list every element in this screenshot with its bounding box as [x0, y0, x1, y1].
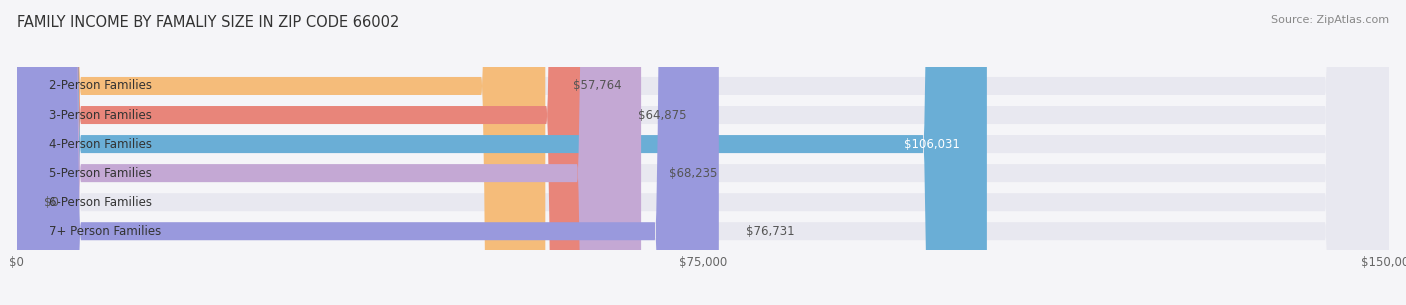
Text: $0: $0 — [45, 196, 59, 209]
Text: Source: ZipAtlas.com: Source: ZipAtlas.com — [1271, 15, 1389, 25]
Text: $64,875: $64,875 — [638, 109, 686, 121]
FancyBboxPatch shape — [17, 0, 610, 305]
FancyBboxPatch shape — [17, 0, 1389, 305]
FancyBboxPatch shape — [17, 0, 1389, 305]
Text: $68,235: $68,235 — [669, 167, 717, 180]
Text: FAMILY INCOME BY FAMALIY SIZE IN ZIP CODE 66002: FAMILY INCOME BY FAMALIY SIZE IN ZIP COD… — [17, 15, 399, 30]
Text: 6-Person Families: 6-Person Families — [49, 196, 152, 209]
Text: $106,031: $106,031 — [904, 138, 959, 151]
FancyBboxPatch shape — [17, 0, 1389, 305]
Text: $76,731: $76,731 — [747, 225, 794, 238]
FancyBboxPatch shape — [17, 0, 718, 305]
FancyBboxPatch shape — [17, 0, 1389, 305]
FancyBboxPatch shape — [17, 0, 987, 305]
FancyBboxPatch shape — [17, 0, 1389, 305]
Text: 4-Person Families: 4-Person Families — [49, 138, 152, 151]
Text: $57,764: $57,764 — [572, 80, 621, 92]
Text: 5-Person Families: 5-Person Families — [49, 167, 152, 180]
FancyBboxPatch shape — [17, 0, 1389, 305]
FancyBboxPatch shape — [17, 0, 641, 305]
Text: 2-Person Families: 2-Person Families — [49, 80, 152, 92]
FancyBboxPatch shape — [17, 0, 546, 305]
Text: 7+ Person Families: 7+ Person Families — [49, 225, 162, 238]
Text: 3-Person Families: 3-Person Families — [49, 109, 152, 121]
